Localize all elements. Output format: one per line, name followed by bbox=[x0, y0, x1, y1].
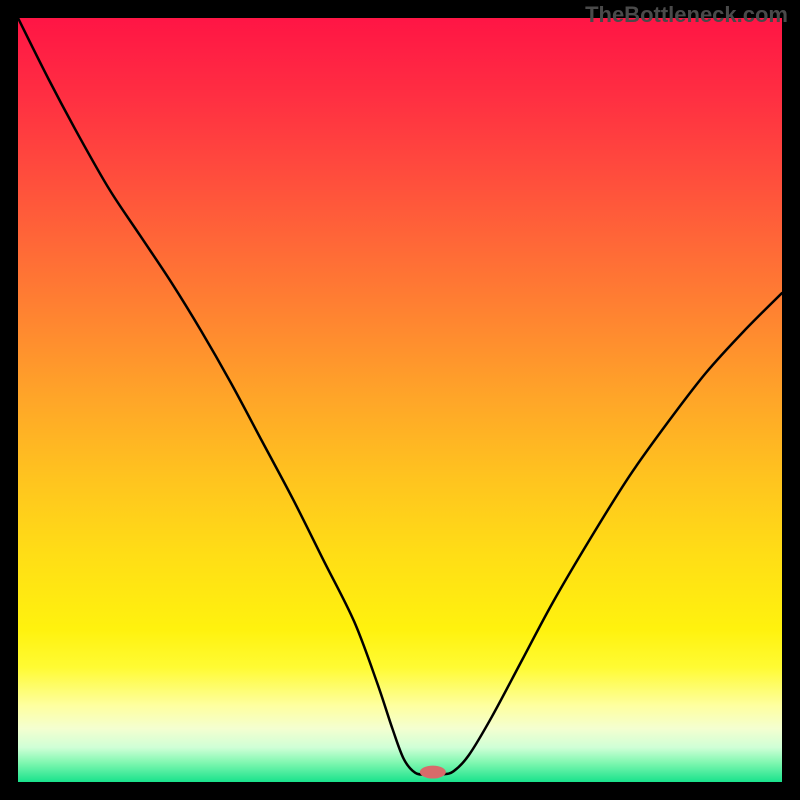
chart-svg bbox=[18, 18, 782, 782]
optimal-point-marker bbox=[420, 766, 446, 779]
plot-area bbox=[18, 18, 782, 782]
chart-stage: TheBottleneck.com bbox=[0, 0, 800, 800]
attribution-watermark: TheBottleneck.com bbox=[585, 2, 788, 28]
gradient-background bbox=[18, 18, 782, 782]
